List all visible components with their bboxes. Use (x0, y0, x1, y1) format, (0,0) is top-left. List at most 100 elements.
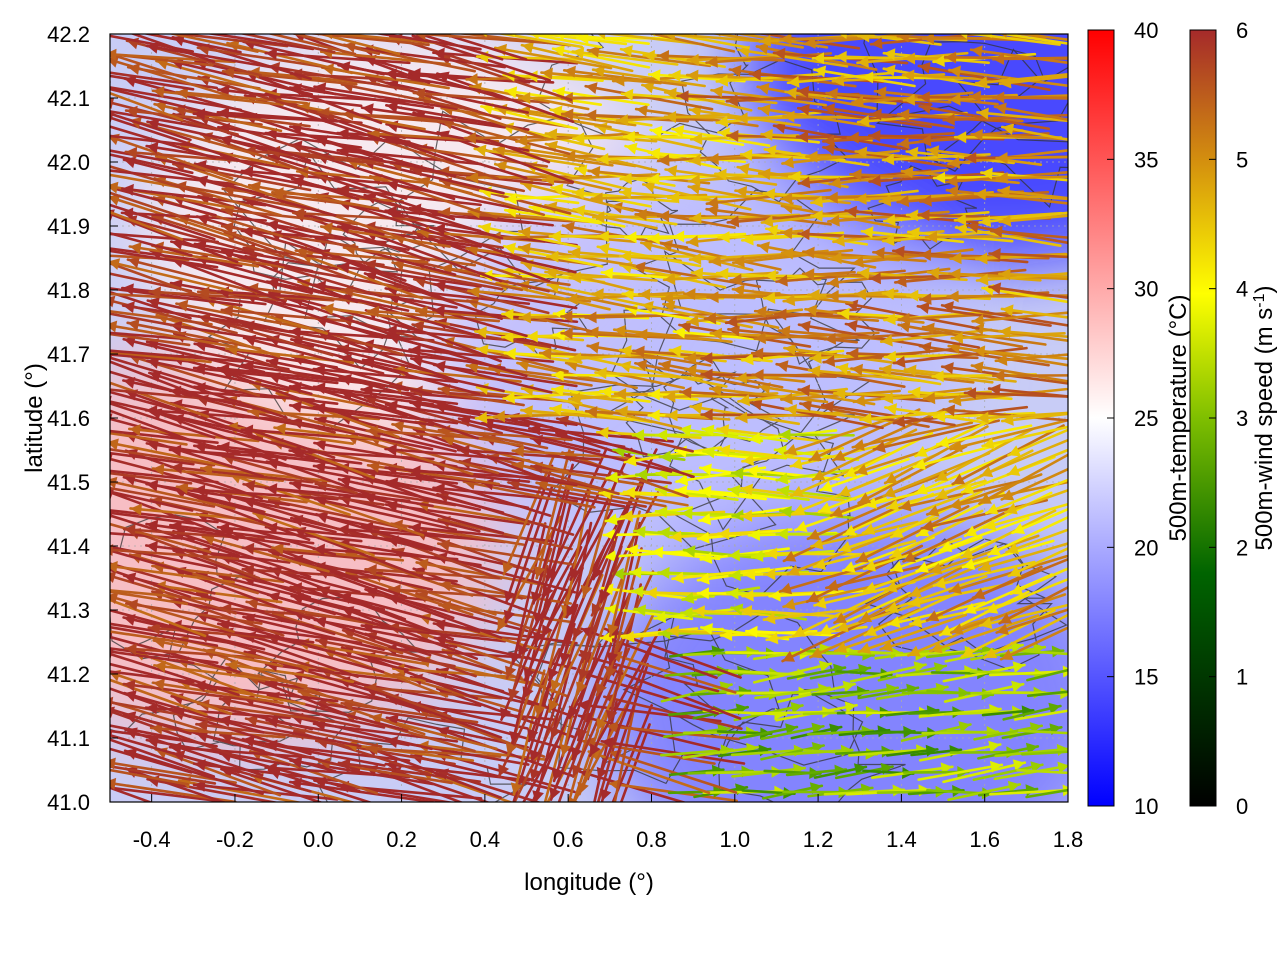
wind-arrow-head (798, 176, 811, 189)
wind-arrow-head (540, 347, 552, 360)
wind-arrow (110, 729, 195, 744)
wind-arrow (360, 103, 506, 129)
wind-arrow-head (808, 289, 820, 302)
contour-line (536, 628, 780, 785)
wind-arrow-head (633, 345, 645, 358)
wind-arrow-shaft (938, 590, 1030, 637)
wind-arrow-head (869, 272, 881, 285)
wind-arrow-head (845, 205, 858, 218)
wind-arrow-head (519, 311, 531, 324)
wind-arrow-shaft (218, 554, 361, 594)
wind-arrow-head (658, 210, 670, 223)
wind-arrow-shaft (775, 362, 906, 388)
wind-arrow-head (757, 241, 770, 254)
wind-arrow-head (170, 520, 182, 533)
wind-arrow-head (667, 625, 680, 638)
wind-arrow-shaft (551, 387, 651, 403)
wind-arrow (805, 544, 924, 604)
wind-arrow-shaft (110, 625, 219, 647)
wind-arrow-head (693, 605, 705, 618)
wind-arrow (195, 719, 337, 743)
wind-arrow (110, 532, 196, 541)
wind-arrow-shaft (110, 490, 239, 541)
wind-arrow-head (942, 301, 954, 314)
wind-arrow-head (176, 87, 189, 100)
wind-arrow-shaft (432, 282, 578, 310)
wind-arrow-shaft (877, 664, 948, 682)
wind-arrow-head (927, 145, 940, 158)
wind-arrow (885, 575, 988, 613)
wind-arrow-head (954, 213, 967, 226)
wind-arrow-shaft (196, 114, 335, 160)
wind-arrow-head (126, 105, 138, 118)
wind-arrow-shaft (385, 81, 530, 114)
wind-arrow-head (782, 247, 794, 260)
wind-arrow-shaft (288, 86, 435, 110)
wind-arrow-head (950, 440, 963, 453)
wind-arrow-head (595, 367, 607, 380)
wind-arrow (728, 65, 857, 88)
wind-arrow-head (497, 618, 509, 631)
wind-arrow-shaft (807, 368, 922, 383)
wind-arrow-shaft (316, 568, 455, 620)
wind-arrow-shaft (360, 624, 507, 643)
wind-arrow (110, 476, 236, 510)
wind-arrow-head (569, 246, 581, 259)
wind-arrow-shaft (110, 110, 219, 131)
wind-arrow (717, 444, 820, 462)
wind-arrow-shaft (983, 613, 1068, 660)
wind-arrow-shaft (682, 745, 760, 759)
wind-arrow-head (110, 617, 111, 622)
wind-arrow-head (951, 623, 964, 635)
wind-arrow-shaft (1025, 788, 1068, 799)
wind-arrow (995, 151, 1068, 164)
wind-arrow-shaft (197, 75, 335, 120)
wind-arrow-head (742, 589, 754, 602)
wind-arrow-head (773, 47, 786, 60)
wind-arrow (110, 568, 192, 599)
wind-arrow-shaft (110, 134, 195, 147)
wind-arrow-shaft (299, 252, 424, 300)
wind-arrow-shaft (243, 113, 384, 161)
wind-arrow-shaft (127, 528, 261, 580)
wind-arrow-head (99, 20, 111, 32)
wind-arrow-shaft (465, 364, 593, 387)
wind-arrow-head (811, 537, 824, 550)
wind-arrow-head (361, 521, 374, 534)
wind-arrow-head (502, 561, 514, 575)
wind-arrow-shaft (122, 379, 266, 412)
wind-arrow-shaft (995, 155, 1068, 160)
wind-arrow-shaft (289, 585, 434, 602)
wind-arrow-shaft (994, 747, 1068, 758)
wind-arrow-head (529, 768, 541, 781)
wind-arrow-shaft (522, 566, 584, 700)
wind-arrow-head (338, 184, 350, 197)
wind-arrow-head (999, 268, 1011, 281)
wind-arrow (971, 311, 1068, 327)
wind-arrow-head (593, 211, 605, 224)
wind-arrow-shaft (889, 536, 983, 572)
wind-arrow-shaft (1000, 307, 1068, 319)
wind-arrow-head (635, 359, 648, 372)
wind-arrow-head (733, 255, 745, 268)
wind-arrow-shaft (565, 489, 637, 619)
wind-arrow-head (719, 681, 732, 693)
wind-arrow-head (319, 757, 331, 770)
wind-arrow (110, 549, 193, 576)
wind-arrow-head (726, 94, 739, 107)
wind-arrow-head (313, 719, 326, 732)
wind-arrow (1026, 690, 1068, 698)
wind-arrow-head (718, 444, 731, 457)
wind-arrow-shaft (988, 285, 1068, 300)
wind-arrow-head (176, 299, 189, 312)
wind-arrow-head (881, 392, 894, 405)
wind-arrow-shaft (110, 370, 193, 398)
wind-arrow-head (124, 523, 136, 536)
wind-arrow-head (605, 709, 618, 722)
wind-arrow-head (545, 266, 557, 279)
wind-arrow (974, 73, 1068, 89)
wind-arrow (221, 66, 358, 86)
wind-arrow-head (290, 777, 302, 790)
wind-arrow-head (648, 147, 661, 160)
wind-arrow-shaft (123, 749, 264, 796)
